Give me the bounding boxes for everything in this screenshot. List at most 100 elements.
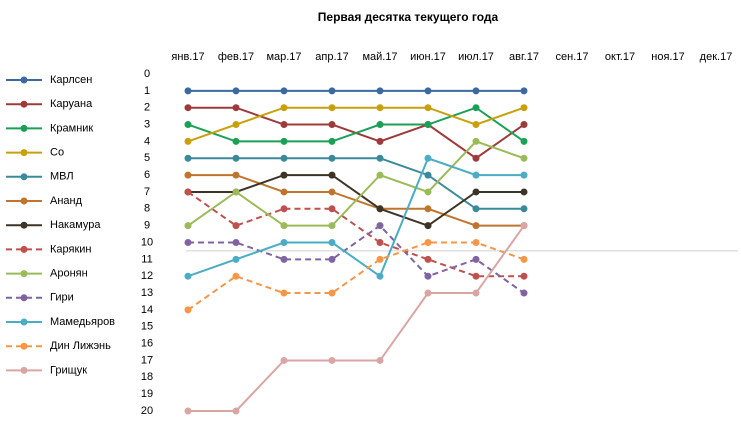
x-tick-label: авг.17 — [509, 51, 539, 63]
x-tick-label: май.17 — [362, 51, 397, 63]
data-point — [472, 239, 480, 246]
y-tick-label: 19 — [141, 388, 153, 400]
data-point — [232, 407, 240, 415]
data-point — [232, 171, 240, 179]
data-point — [472, 289, 480, 297]
data-point — [328, 154, 336, 162]
y-tick-label: 4 — [144, 135, 150, 147]
data-point — [328, 104, 336, 112]
data-point — [520, 205, 528, 213]
data-point — [376, 272, 384, 280]
data-point — [520, 222, 528, 230]
x-tick-label: апр.17 — [315, 51, 348, 63]
legend-marker — [20, 124, 28, 132]
data-point — [424, 239, 432, 246]
data-point — [424, 154, 432, 162]
y-tick-label: 12 — [141, 270, 153, 282]
y-tick-label: 20 — [141, 405, 153, 417]
data-point — [328, 205, 336, 213]
data-point — [184, 154, 192, 162]
x-tick-label: июн.17 — [410, 51, 446, 63]
x-tick-label: окт.17 — [605, 51, 635, 63]
data-point — [472, 188, 480, 196]
data-point — [424, 222, 432, 230]
y-tick-label: 2 — [144, 102, 150, 114]
data-point — [328, 188, 336, 196]
series-line — [187, 191, 524, 278]
data-point — [472, 205, 480, 213]
x-tick-label: сен.17 — [556, 51, 589, 63]
data-point — [472, 222, 480, 230]
data-point — [328, 171, 336, 179]
legend-label: Гири — [50, 292, 74, 304]
y-tick-label: 17 — [141, 354, 153, 366]
series-line — [187, 106, 525, 143]
legend-marker — [20, 294, 28, 302]
series-line — [187, 140, 525, 227]
legend-label: Карлсен — [50, 74, 92, 86]
legend-label: Накамура — [50, 219, 101, 231]
y-tick-label: 0 — [144, 68, 150, 80]
data-point — [376, 87, 384, 95]
legend-label: Со — [50, 147, 64, 159]
x-tick-label: фев.17 — [218, 51, 254, 63]
data-point — [472, 121, 480, 129]
data-point — [184, 407, 192, 415]
data-point — [328, 87, 336, 95]
legend-marker — [20, 366, 28, 374]
data-point — [280, 104, 288, 112]
data-point — [232, 87, 240, 95]
x-tick-label: ноя.17 — [651, 51, 684, 63]
data-point — [472, 154, 480, 162]
data-point — [424, 104, 432, 112]
data-point — [328, 356, 336, 364]
x-tick-label: июл.17 — [458, 51, 494, 63]
data-point — [184, 222, 192, 230]
data-point — [280, 137, 288, 145]
data-point — [184, 306, 192, 314]
data-point — [376, 104, 384, 112]
data-point — [424, 289, 432, 297]
data-point — [184, 137, 192, 145]
data-point — [184, 171, 192, 179]
data-point — [520, 154, 528, 162]
data-point — [280, 188, 288, 196]
data-point — [280, 289, 288, 297]
data-point — [520, 255, 528, 263]
data-point — [232, 255, 240, 263]
legend-label: Крамник — [50, 122, 93, 134]
data-point — [184, 188, 192, 196]
data-point — [520, 121, 528, 129]
data-point — [520, 171, 528, 179]
y-tick-label: 11 — [141, 253, 152, 265]
data-point — [280, 121, 288, 129]
data-point — [424, 171, 432, 179]
data-point — [232, 121, 240, 129]
y-tick-label: 14 — [141, 304, 153, 316]
data-point — [376, 205, 384, 213]
data-point — [280, 255, 288, 263]
y-tick-label: 1 — [144, 85, 150, 97]
legend-marker — [20, 197, 28, 205]
data-point — [376, 137, 384, 145]
data-point — [376, 171, 384, 179]
legend-label: Карякин — [50, 243, 92, 255]
legend-marker — [20, 173, 28, 181]
y-tick-label: 5 — [144, 152, 150, 164]
data-point — [424, 121, 432, 129]
data-point — [376, 121, 384, 129]
data-point — [280, 356, 288, 364]
data-point — [424, 205, 432, 213]
legend-marker — [20, 270, 28, 278]
data-point — [472, 171, 480, 179]
data-point — [280, 171, 288, 179]
y-tick-label: 9 — [144, 220, 150, 232]
data-point — [520, 272, 528, 280]
y-tick-label: 6 — [144, 169, 150, 181]
data-point — [520, 137, 528, 145]
data-point — [184, 104, 192, 112]
data-point — [232, 104, 240, 112]
y-tick-label: 10 — [141, 236, 153, 248]
data-point — [472, 255, 480, 263]
